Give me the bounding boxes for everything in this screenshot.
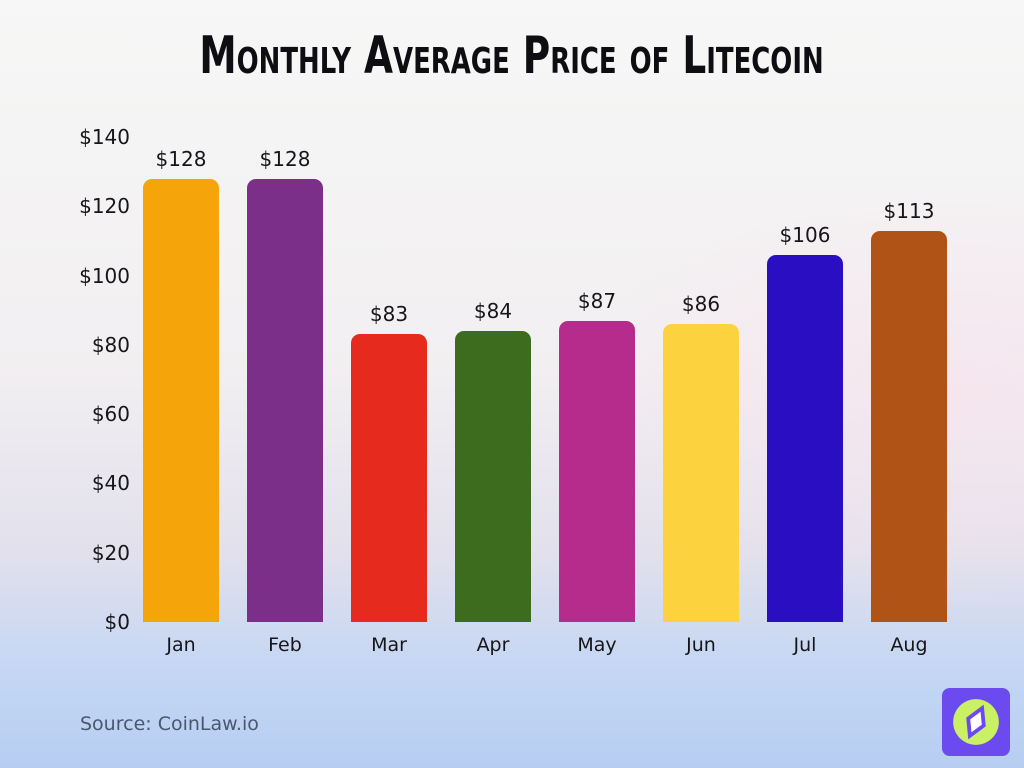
bar-value-label: $86 [681, 292, 721, 317]
bar-value-label: $87 [577, 288, 617, 313]
y-tick-label: $140 [79, 125, 130, 149]
y-tick-label: $20 [91, 540, 130, 565]
chart-title: Monthly Average Price of Litecoin [0, 26, 1024, 86]
bar-jan [143, 178, 219, 622]
bar-jul [767, 254, 843, 622]
bar-column-jan: $128 Jan [129, 137, 233, 656]
bars-container: $128 Jan $128 Feb $83 Mar $84 Apr $87 May $86 Jun $1… [129, 137, 961, 656]
compass-needle-icon [966, 704, 986, 740]
y-tick-label: $80 [91, 332, 130, 357]
y-tick-label: $60 [91, 402, 130, 427]
y-tick-label: $0 [104, 610, 130, 634]
x-axis-label-jun: Jun [686, 634, 716, 656]
bar-value-label: $128 [155, 146, 207, 171]
y-axis: $140 $120 $100 $80 $60 $40 $20 $0 [40, 125, 130, 634]
y-tick-label: $40 [91, 471, 130, 496]
bar-column-may: $87 May [545, 137, 649, 656]
coinlaw-logo [941, 687, 1011, 757]
bar-may [559, 320, 635, 622]
bar-value-label: $113 [883, 198, 935, 223]
bar-mar [351, 334, 427, 622]
source-text: Source: CoinLaw.io [80, 713, 259, 735]
bar-column-aug: $113 Aug [857, 137, 961, 656]
x-axis-label-mar: Mar [371, 634, 407, 656]
bar-jun [663, 324, 739, 622]
bar-value-label: $84 [473, 299, 513, 323]
bar-apr [455, 331, 531, 622]
bar-value-label: $83 [369, 302, 409, 327]
chart-title-text: Monthly Average Price of Litecoin [199, 26, 825, 86]
bar-column-apr: $84 Apr [441, 137, 545, 656]
bar-column-feb: $128 Feb [233, 137, 337, 656]
bar-value-label: $106 [779, 222, 831, 247]
y-tick-label: $120 [79, 194, 130, 219]
bar-column-jul: $106 Jul [753, 137, 857, 656]
bar-value-label: $128 [259, 146, 311, 171]
x-axis-label-aug: Aug [890, 634, 928, 656]
x-axis-label-may: May [577, 634, 617, 656]
x-axis-label-apr: Apr [476, 634, 510, 656]
x-axis-label-jul: Jul [793, 634, 817, 656]
y-tick-label: $100 [79, 263, 130, 288]
x-axis-label-feb: Feb [268, 634, 302, 656]
bar-aug [871, 230, 947, 622]
x-axis-label-jan: Jan [166, 634, 196, 656]
bar-column-jun: $86 Jun [649, 137, 753, 656]
bar-feb [247, 178, 323, 622]
bar-column-mar: $83 Mar [337, 137, 441, 656]
